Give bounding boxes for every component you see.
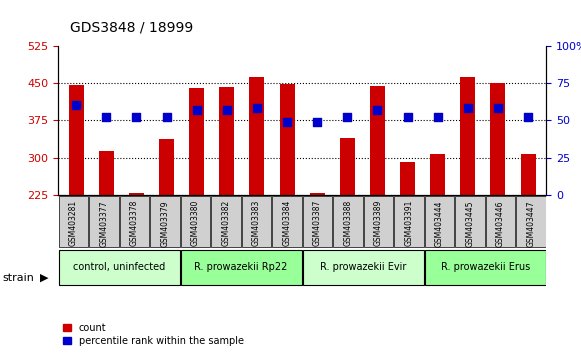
Text: GSM403382: GSM403382 [221,200,230,246]
Bar [159,139,174,195]
Bar [189,88,204,195]
Text: R. prowazekii Erus: R. prowazekii Erus [440,262,530,272]
FancyBboxPatch shape [242,196,271,247]
Point [252,105,261,111]
Point [463,105,472,111]
Point [192,107,202,113]
Bar [219,87,234,195]
Bar [340,138,355,195]
Text: R. prowazekii Evir: R. prowazekii Evir [320,262,406,272]
Point [71,103,81,108]
FancyBboxPatch shape [120,196,149,247]
Point [222,107,231,113]
Bar [129,193,144,195]
FancyBboxPatch shape [394,196,424,247]
Bar [430,154,445,195]
Point [132,115,141,120]
Text: GSM403377: GSM403377 [99,200,108,246]
Text: GSM403384: GSM403384 [282,200,291,246]
Point [162,115,171,120]
FancyBboxPatch shape [303,196,332,247]
Bar [249,77,264,195]
Text: strain: strain [3,273,35,283]
Point [343,115,352,120]
FancyBboxPatch shape [486,196,515,247]
FancyBboxPatch shape [364,196,393,247]
Text: GSM403380: GSM403380 [191,200,200,246]
FancyBboxPatch shape [333,196,363,247]
Bar [370,86,385,195]
Bar [99,151,114,195]
Point [403,115,412,120]
FancyBboxPatch shape [425,196,454,247]
Point [433,115,442,120]
FancyBboxPatch shape [59,250,180,285]
Text: GSM403378: GSM403378 [130,200,139,246]
Bar [310,193,325,195]
Text: R. prowazekii Rp22: R. prowazekii Rp22 [195,262,288,272]
Text: GSM403445: GSM403445 [465,200,474,246]
FancyBboxPatch shape [89,196,119,247]
FancyBboxPatch shape [272,196,302,247]
Text: GSM403446: GSM403446 [496,200,505,246]
Point [493,105,503,111]
FancyBboxPatch shape [211,196,241,247]
Text: GSM403389: GSM403389 [374,200,383,246]
Text: GSM403444: GSM403444 [435,200,444,246]
Point [102,115,111,120]
Text: GSM403383: GSM403383 [252,200,261,246]
FancyBboxPatch shape [181,196,210,247]
Point [313,119,322,125]
Bar [69,85,84,195]
Legend: count, percentile rank within the sample: count, percentile rank within the sample [63,323,243,346]
Bar [400,162,415,195]
Text: GSM403391: GSM403391 [404,200,413,246]
FancyBboxPatch shape [456,196,485,247]
Point [373,107,382,113]
FancyBboxPatch shape [303,250,424,285]
Bar [279,84,295,195]
Text: control, uninfected: control, uninfected [73,262,165,272]
FancyBboxPatch shape [181,250,302,285]
Bar [490,83,505,195]
FancyBboxPatch shape [517,196,546,247]
Point [282,119,292,125]
Text: GSM403379: GSM403379 [160,200,169,246]
Bar [460,77,475,195]
Text: ▶: ▶ [40,273,48,283]
Bar [521,154,536,195]
Text: GSM403447: GSM403447 [526,200,535,246]
Text: GSM403387: GSM403387 [313,200,322,246]
Text: GDS3848 / 18999: GDS3848 / 18999 [70,21,193,35]
FancyBboxPatch shape [150,196,180,247]
Text: GSM403281: GSM403281 [69,200,78,246]
FancyBboxPatch shape [59,196,88,247]
Point [523,115,533,120]
Text: GSM403388: GSM403388 [343,200,352,246]
FancyBboxPatch shape [425,250,546,285]
